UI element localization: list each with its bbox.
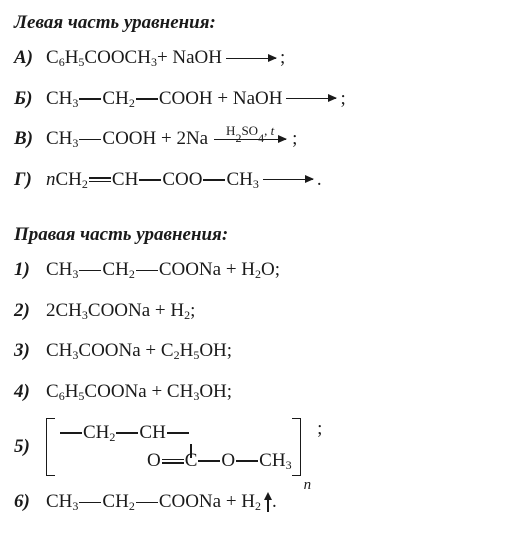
label-6: 6) (14, 488, 40, 517)
label-G: Г) (14, 166, 40, 195)
polymer-subscript: n (304, 477, 312, 494)
equation-V: В) CH3COOH + 2Na H2SO4, t ; (14, 125, 512, 154)
equation-4: 4) C6H5COONa + CH3OH; (14, 378, 512, 407)
right-heading: Правая часть уравнения: (14, 224, 512, 246)
label-4: 4) (14, 378, 40, 407)
equation-1: 1) CH3CH2COONa + H2O; (14, 256, 512, 285)
equation-6: 6) CH3CH2COONa + H2. (14, 488, 512, 517)
formula-G: nCH2CHCOOCH3 . (46, 166, 322, 195)
bracket-left-icon (46, 418, 55, 476)
polymer-structure: CH2CH OCOCH3 (55, 418, 292, 476)
label-5: 5) (14, 436, 40, 458)
arrow-icon (226, 58, 276, 59)
formula-1: CH3CH2COONa + H2O; (46, 256, 280, 285)
equation-G: Г) nCH2CHCOOCH3 . (14, 166, 512, 195)
label-A: А) (14, 44, 40, 73)
formula-4: C6H5COONa + CH3OH; (46, 378, 232, 407)
semicolon: ; (317, 418, 322, 440)
arrow-icon (286, 98, 336, 99)
label-2: 2) (14, 297, 40, 326)
formula-3: CH3COONa + C2H5OH; (46, 337, 232, 366)
formula-6: CH3CH2COONa + H2. (46, 488, 277, 517)
label-1: 1) (14, 256, 40, 285)
equation-B: Б) CH3CH2COOH + NaOH ; (14, 85, 512, 114)
arrow-conditions-icon: H2SO4, t (214, 139, 286, 140)
formula-2: 2CH3COONa + H2; (46, 297, 195, 326)
arrow-condition-text: H2SO4, t (214, 121, 286, 144)
equation-5: 5) CH2CH OCOCH3 n ; (14, 418, 512, 476)
equation-A: А) C6H5COOCH3 + NaOH ; (14, 44, 512, 73)
label-3: 3) (14, 337, 40, 366)
label-B: Б) (14, 85, 40, 114)
formula-V: CH3COOH + 2Na H2SO4, t ; (46, 125, 297, 154)
equation-2: 2) 2CH3COONa + H2; (14, 297, 512, 326)
formula-B: CH3CH2COOH + NaOH ; (46, 85, 346, 114)
equation-3: 3) CH3COONa + C2H5OH; (14, 337, 512, 366)
bracket-right-icon (292, 418, 301, 476)
arrow-icon (263, 179, 313, 180)
label-V: В) (14, 125, 40, 154)
up-arrow-icon (264, 492, 272, 512)
left-heading: Левая часть уравнения: (14, 12, 512, 34)
formula-A: C6H5COOCH3 + NaOH ; (46, 44, 285, 73)
